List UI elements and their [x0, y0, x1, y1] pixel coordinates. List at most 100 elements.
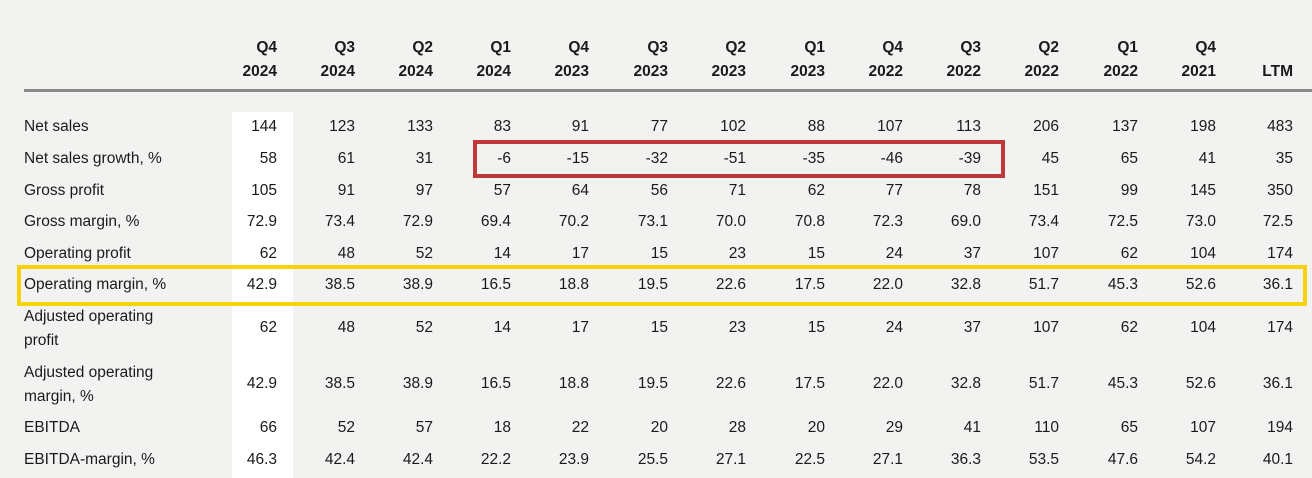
table-cell: 62 [1120, 319, 1138, 336]
table-cell: 91 [571, 118, 589, 135]
table-cell: 73.0 [1185, 213, 1216, 230]
table-cell: 23 [728, 245, 746, 262]
net-sales-growth-negative-highlight-box [473, 140, 1005, 178]
table-cell: 18.8 [558, 276, 589, 293]
table-cell: 62 [259, 319, 277, 336]
table-cell: 22.2 [480, 451, 511, 468]
table-cell: 51.7 [1028, 276, 1059, 293]
column-header-quarter: Q3 [960, 39, 981, 56]
column-header-quarter: Q3 [334, 39, 355, 56]
column-header: Q1 2023 [755, 36, 825, 84]
table-cell: 18.8 [558, 375, 589, 392]
operating-margin-highlight-box [17, 265, 1307, 306]
table-cell: 174 [1267, 319, 1293, 336]
table-cell: 23 [728, 319, 746, 336]
table-cell: 27.1 [715, 451, 746, 468]
table-cell: 42.9 [246, 276, 277, 293]
table-cell: 65 [1120, 150, 1138, 167]
table-cell: 174 [1267, 245, 1293, 262]
table-cell: 58 [259, 150, 277, 167]
row-label: Net sales growth, % [24, 147, 224, 171]
table-cell: 97 [415, 182, 433, 199]
column-header-year: 2023 [711, 63, 746, 80]
table-cell: 35 [1275, 150, 1293, 167]
table-cell: 62 [259, 245, 277, 262]
column-header-year: 2024 [398, 63, 433, 80]
row-label: EBITDA-margin, % [24, 448, 224, 472]
table-cell: 133 [407, 118, 433, 135]
table-cell: -6 [497, 150, 511, 167]
table-cell: 51.7 [1028, 375, 1059, 392]
table-cell: 42.4 [324, 451, 355, 468]
table-cell: 72.3 [872, 213, 903, 230]
table-cell: 38.9 [402, 375, 433, 392]
table-cell: 194 [1267, 419, 1293, 436]
table-cell: -35 [802, 150, 825, 167]
table-cell: 15 [650, 319, 668, 336]
table-cell: 52.6 [1185, 276, 1216, 293]
table-cell: 137 [1112, 118, 1138, 135]
table-cell: 20 [807, 419, 825, 436]
table-cell: 48 [337, 245, 355, 262]
table-cell: -51 [723, 150, 746, 167]
table-cell: 69.4 [480, 213, 511, 230]
row-label-line: Adjusted operating [24, 308, 154, 325]
table-cell: -32 [645, 150, 668, 167]
row-label: EBITDA [24, 416, 224, 440]
column-header-year: 2023 [633, 63, 668, 80]
table-cell: 29 [885, 419, 903, 436]
column-header: Q3 2024 [285, 36, 355, 84]
table-cell: 22 [571, 419, 589, 436]
table-cell: 110 [1034, 419, 1059, 436]
table-cell: 107 [1033, 245, 1059, 262]
column-header-quarter: Q1 [490, 39, 511, 56]
column-header-quarter: Q2 [1038, 39, 1059, 56]
column-header-year: 2023 [790, 63, 825, 80]
table-cell: 23.9 [558, 451, 589, 468]
table-cell: 62 [807, 182, 825, 199]
table-cell: 47.6 [1107, 451, 1138, 468]
column-header: Q3 2023 [598, 36, 668, 84]
row-label-line: Gross profit [24, 182, 105, 199]
table-cell: 38.5 [324, 276, 355, 293]
row-label: Operating margin, % [24, 273, 224, 297]
table-cell: 107 [877, 118, 903, 135]
table-cell: 77 [885, 182, 903, 199]
row-label-line: margin, % [24, 388, 94, 405]
table-cell: 62 [1120, 245, 1138, 262]
table-cell: 65 [1120, 419, 1138, 436]
column-header-quarter: Q2 [725, 39, 746, 56]
row-label-line: Operating profit [24, 245, 131, 262]
table-cell: 73.1 [637, 213, 668, 230]
highlight-column-q4-2024 [232, 112, 293, 478]
table-cell: 83 [493, 118, 511, 135]
table-cell: 22.6 [715, 375, 746, 392]
table-cell: 61 [337, 150, 355, 167]
column-header-quarter: Q1 [804, 39, 825, 56]
table-cell: 99 [1120, 182, 1138, 199]
column-header: Q4 2021 [1146, 36, 1216, 84]
table-cell: 15 [650, 245, 668, 262]
table-cell: 57 [493, 182, 511, 199]
table-cell: -15 [566, 150, 589, 167]
table-cell: 70.8 [794, 213, 825, 230]
table-cell: 19.5 [637, 375, 668, 392]
table-cell: 350 [1267, 182, 1293, 199]
column-header-year: 2024 [476, 63, 511, 80]
column-header: Q1 2024 [441, 36, 511, 84]
column-header-quarter: Q4 [568, 39, 589, 56]
table-cell: 144 [251, 118, 277, 135]
table-cell: 36.3 [950, 451, 981, 468]
table-cell: 72.5 [1262, 213, 1293, 230]
table-cell: 66 [259, 419, 277, 436]
table-cell: -46 [880, 150, 903, 167]
column-header: Q4 2022 [833, 36, 903, 84]
table-cell: 70.0 [715, 213, 746, 230]
table-cell: 40.1 [1262, 451, 1293, 468]
table-cell: 28 [728, 419, 746, 436]
header-rule [24, 89, 1312, 92]
row-label: Operating profit [24, 242, 224, 266]
column-header: Q4 2023 [519, 36, 589, 84]
table-cell: 123 [329, 118, 355, 135]
column-header: Q3 2022 [911, 36, 981, 84]
